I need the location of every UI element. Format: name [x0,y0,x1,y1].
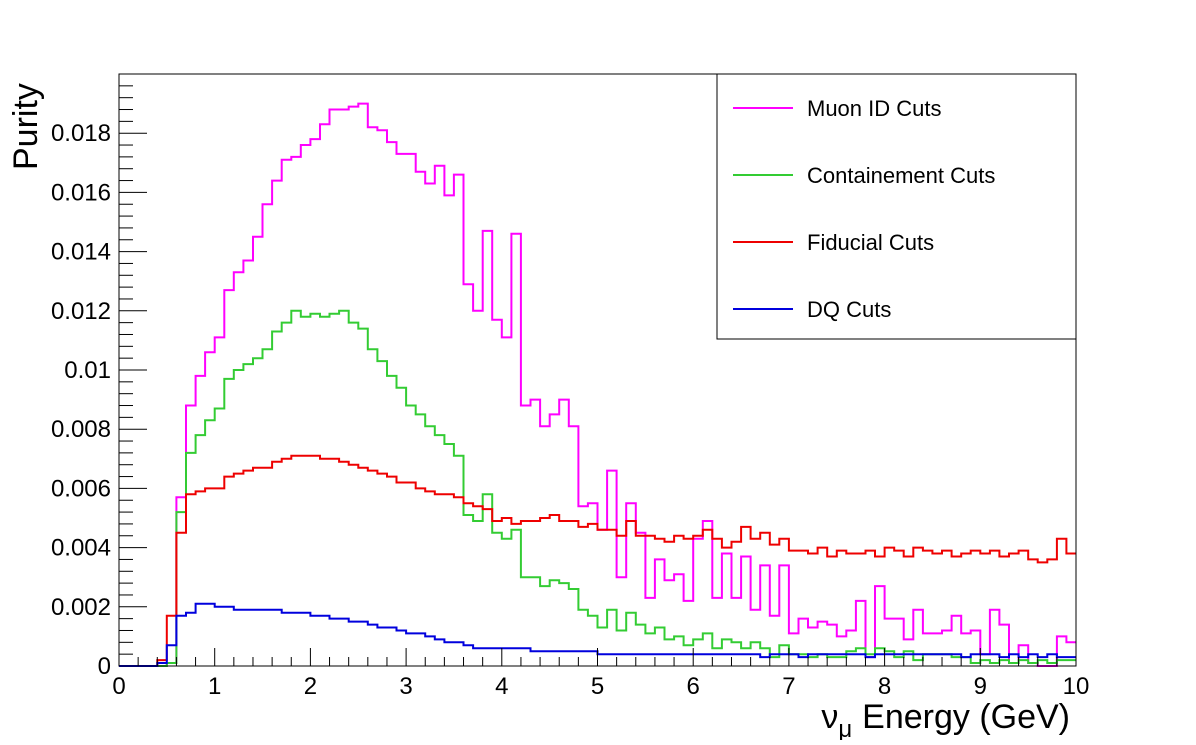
y-axis-label: Purity [7,83,45,170]
x-tick-label: 1 [208,673,221,700]
x-tick-label: 7 [782,673,795,700]
y-tick-label: 0.01 [64,357,111,384]
y-tick-label: 0.002 [51,594,111,621]
y-tick-label: 0.006 [51,475,111,502]
x-axis-label-subscript: μ [838,716,852,740]
legend-label-2: Containement Cuts [807,163,995,188]
x-axis: 0 1 2 3 4 5 6 7 8 9 10 [112,648,1089,700]
y-tick-label: 0.004 [51,535,111,562]
y-tick-label: 0.008 [51,416,111,443]
y-tick-label: 0.014 [51,239,111,266]
legend-box [716,73,1077,340]
x-axis-label-text: Energy (GeV) [862,698,1070,736]
x-axis-label: νμ Energy (GeV) [821,698,1070,740]
x-tick-label: 0 [112,673,125,700]
x-tick-label: 5 [591,673,604,700]
series-line-4 [119,602,1076,667]
legend: Muon ID Cuts Containement Cuts Fiducial Cu… [716,73,1077,340]
y-tick-label: 0.016 [51,179,111,206]
y-tick-label: 0.012 [51,298,111,325]
x-tick-label: 10 [1063,673,1090,700]
legend-label-3: Fiducial Cuts [807,230,934,255]
x-tick-label: 4 [495,673,508,700]
legend-label-1: Muon ID Cuts [807,96,942,121]
series-line-2 [119,309,1076,667]
series-layer [119,102,1076,667]
y-tick-label: 0.018 [51,120,111,147]
legend-label-4: DQ Cuts [807,297,891,322]
x-tick-label: 3 [399,673,412,700]
x-axis-label-symbol: ν [821,698,838,736]
x-tick-label: 8 [878,673,891,700]
x-tick-label: 9 [974,673,987,700]
x-tick-label: 2 [304,673,317,700]
y-tick-label: 0 [98,653,111,680]
x-tick-label: 6 [687,673,700,700]
y-axis: 0 0.002 0.004 0.006 0.008 0.01 0.012 0.014 0.016… [51,85,147,680]
series-line-3 [119,454,1076,667]
